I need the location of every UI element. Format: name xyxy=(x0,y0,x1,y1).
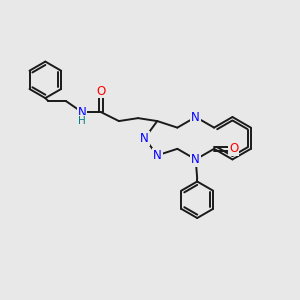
Text: N: N xyxy=(140,132,149,145)
Text: N: N xyxy=(191,110,200,124)
Text: O: O xyxy=(229,142,239,155)
Text: N: N xyxy=(191,153,200,166)
Text: N: N xyxy=(153,149,162,162)
Text: O: O xyxy=(97,85,106,98)
Text: N: N xyxy=(78,106,86,119)
Text: H: H xyxy=(78,116,86,126)
